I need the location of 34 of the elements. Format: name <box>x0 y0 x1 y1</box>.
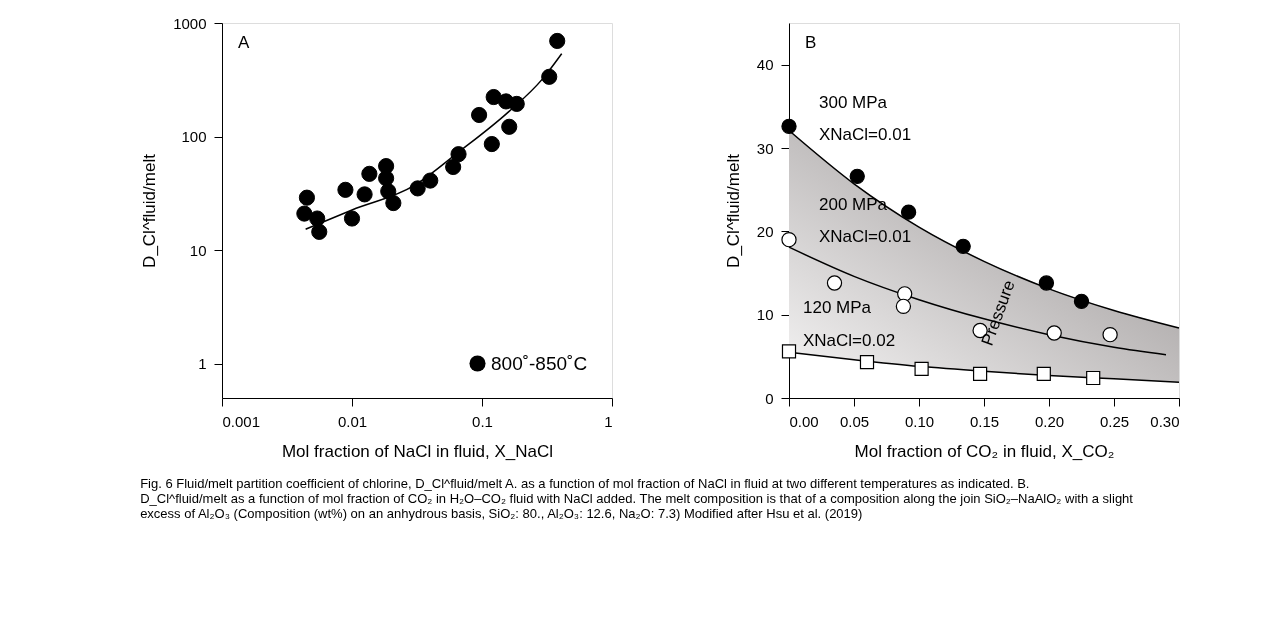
x-axis-title: Mol fraction of CO₂ in fluid, X_CO₂ <box>854 441 1115 461</box>
x-tick-label: 1 <box>604 412 613 430</box>
x-tick-label: 0.05 <box>839 412 870 430</box>
y-tick-label: 1000 <box>173 14 207 32</box>
x-tick-label: 0.20 <box>1034 412 1065 430</box>
y-tick-label: 0 <box>765 389 774 407</box>
y-axis-title: D_Cl^fluid/melt <box>723 153 743 268</box>
annotation: 200 MPa <box>819 195 888 214</box>
y-tick-label: 10 <box>756 306 774 324</box>
x-tick-label: 0.25 <box>1099 412 1130 430</box>
x-tick-label: 0.10 <box>904 412 935 430</box>
y-axis-title: D_Cl^fluid/melt <box>140 153 160 268</box>
annotation: XNaCl=0.01 <box>819 227 912 246</box>
annotation: XNaCl=0.02 <box>803 331 896 350</box>
y-tick-label: 10 <box>189 241 207 259</box>
legend-label: 800˚-850˚C <box>491 352 588 374</box>
x-tick-label: 0.01 <box>337 412 368 430</box>
y-tick-label: 40 <box>756 56 774 74</box>
annotation: A <box>238 33 250 52</box>
x-tick-label: 0.30 <box>1150 412 1180 430</box>
x-tick-label: 0.00 <box>789 412 819 430</box>
y-tick-label: 30 <box>756 139 774 157</box>
annotation: B <box>805 33 817 52</box>
caption: Fig. 6 Fluid/melt partition coefficient of chlorine, D_Cl^fluid/melt A. as a function of mol fraction of NaCl in fluid at two different temperatures as indicated. B. D_Cl^fluid/melt as a function of mol fraction of CO₂ in H₂O–CO₂ fluid with NaCl added. The melt composition is that of a composition along the join SiO₂–NaAlO₂ with a slight excess of Al₂O₃ (Composition (wt%) on an anhydrous basis, SiO₂: 80., Al₂O₃: 12.6, Na₂O: 7.3) Modified after Hsu et al. (2019) <box>140 475 1134 521</box>
annotation: XNaCl=0.01 <box>819 125 912 144</box>
y-tick-label: 1 <box>198 355 207 373</box>
x-tick-label: 0.15 <box>969 412 1000 430</box>
annotation: 300 MPa <box>819 93 888 112</box>
x-tick-label: 0.1 <box>472 412 493 430</box>
annotation: 120 MPa <box>803 298 872 317</box>
x-axis-title: Mol fraction of NaCl in fluid, X_NaCl <box>281 441 554 461</box>
y-tick-label: 20 <box>756 222 774 240</box>
x-tick-label: 0.001 <box>222 412 261 430</box>
y-tick-label: 100 <box>181 128 207 146</box>
